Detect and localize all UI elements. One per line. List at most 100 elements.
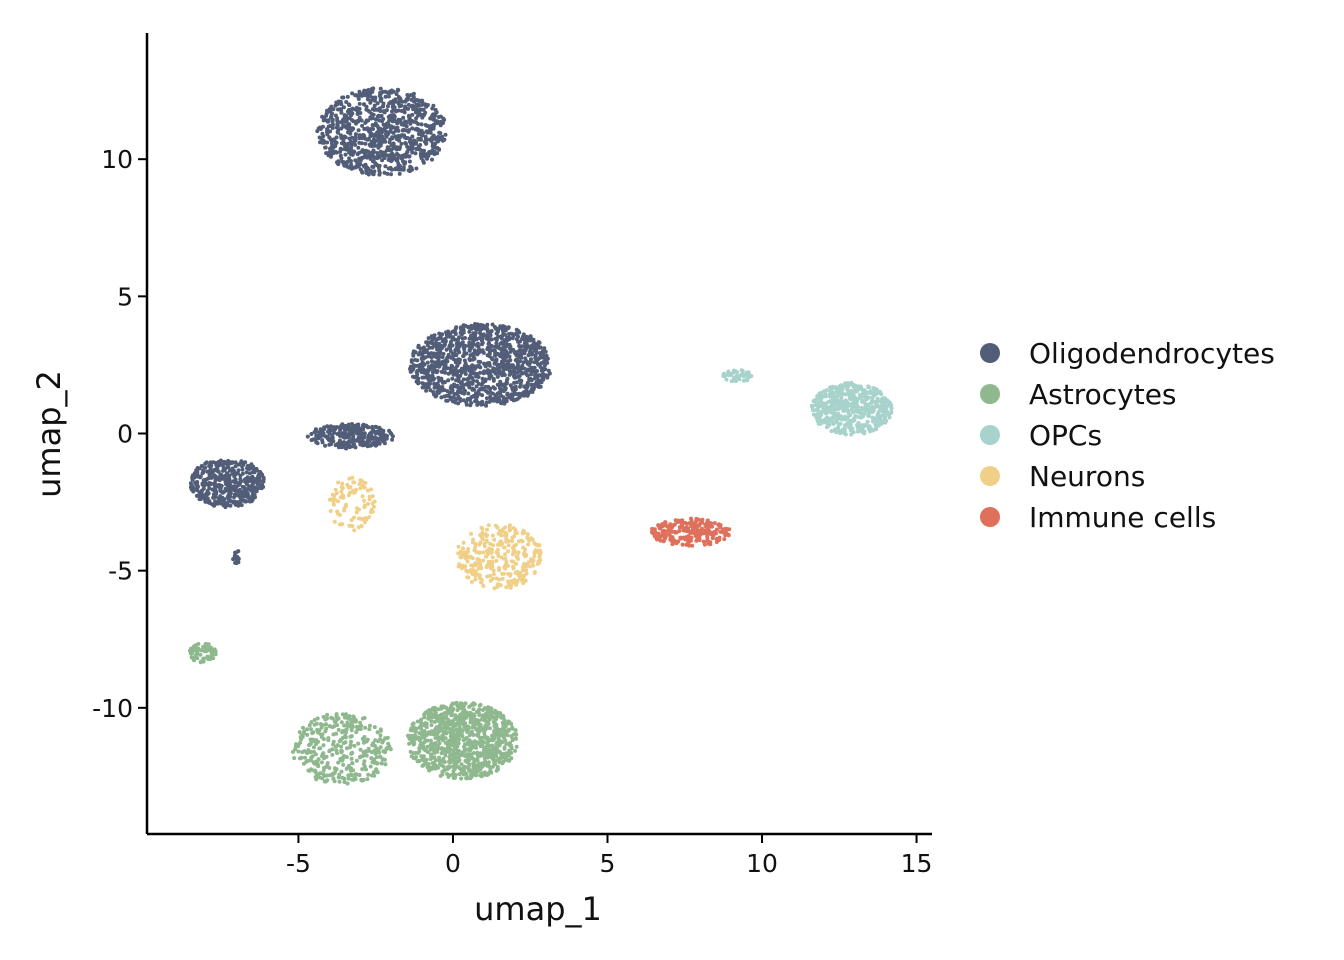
data-point	[237, 501, 242, 506]
data-point	[219, 483, 224, 488]
data-point	[201, 468, 206, 473]
data-point	[201, 494, 206, 499]
data-point	[355, 112, 360, 116]
data-point	[418, 107, 423, 112]
data-point	[458, 726, 463, 731]
data-point	[866, 412, 871, 416]
data-point	[352, 480, 357, 485]
data-point	[389, 143, 394, 148]
data-point	[458, 701, 463, 706]
data-point	[504, 751, 509, 756]
data-point	[513, 736, 518, 741]
data-point	[411, 365, 416, 370]
data-point	[887, 403, 892, 408]
data-point	[247, 479, 251, 484]
data-point	[217, 478, 222, 483]
data-point	[428, 738, 433, 743]
data-point	[360, 517, 365, 522]
data-point	[440, 138, 445, 143]
data-point	[319, 760, 324, 765]
data-point	[523, 345, 528, 350]
data-point	[499, 739, 504, 744]
data-point	[500, 571, 505, 576]
data-point	[434, 718, 439, 723]
data-point	[340, 481, 345, 486]
data-point	[446, 352, 451, 357]
data-point	[498, 379, 503, 384]
data-point	[462, 771, 467, 776]
data-point	[516, 334, 521, 339]
data-point	[466, 546, 471, 551]
data-point	[370, 107, 375, 112]
data-point	[245, 491, 250, 496]
data-point	[239, 459, 244, 464]
data-point	[401, 127, 406, 132]
data-point	[463, 721, 468, 726]
data-point	[356, 741, 361, 746]
data-point	[198, 490, 203, 495]
data-point	[460, 734, 465, 739]
data-point	[444, 705, 449, 710]
data-point	[874, 427, 879, 432]
data-point	[821, 401, 826, 406]
data-point	[366, 442, 371, 447]
data-point	[335, 751, 339, 755]
data-point	[328, 509, 333, 513]
data-point	[342, 134, 347, 139]
data-point	[389, 172, 393, 177]
data-point	[517, 344, 522, 349]
data-point	[348, 490, 352, 495]
data-point	[351, 488, 356, 493]
data-point	[350, 91, 355, 96]
data-point	[336, 130, 340, 135]
data-point	[379, 98, 383, 103]
data-point	[415, 147, 420, 151]
data-point	[446, 394, 451, 399]
data-point	[467, 738, 472, 743]
data-point	[222, 468, 227, 473]
data-point	[510, 395, 515, 400]
data-point	[538, 354, 543, 359]
data-point	[495, 327, 500, 332]
data-point	[201, 657, 206, 662]
data-point	[348, 131, 353, 136]
data-point	[472, 759, 477, 764]
data-point	[421, 345, 426, 350]
data-point	[338, 757, 343, 761]
data-point	[333, 744, 338, 749]
data-point	[456, 544, 461, 549]
data-point	[392, 155, 397, 160]
data-point	[405, 149, 410, 154]
data-point	[406, 129, 411, 134]
data-point	[388, 747, 393, 752]
data-point	[330, 716, 335, 721]
data-point	[445, 720, 449, 725]
data-point	[852, 418, 856, 422]
data-point	[495, 582, 500, 587]
data-point	[411, 119, 416, 124]
data-point	[432, 750, 437, 755]
data-point	[372, 773, 377, 778]
data-point	[353, 158, 358, 163]
data-point	[376, 739, 381, 744]
data-point	[486, 523, 491, 528]
data-point	[447, 345, 452, 350]
data-point	[411, 728, 416, 733]
data-point	[216, 469, 221, 474]
data-point	[242, 494, 247, 498]
data-point	[343, 423, 348, 428]
data-point	[335, 723, 340, 728]
data-point	[468, 747, 473, 752]
data-point	[487, 726, 492, 731]
data-point	[313, 760, 318, 765]
data-point	[345, 781, 350, 786]
data-point	[338, 438, 342, 443]
data-point	[314, 429, 319, 434]
data-point	[335, 442, 340, 447]
data-point	[428, 130, 433, 135]
data-point	[487, 373, 492, 378]
data-point	[465, 550, 470, 554]
data-point	[721, 373, 726, 378]
data-point	[206, 500, 211, 505]
data-point	[233, 472, 238, 477]
